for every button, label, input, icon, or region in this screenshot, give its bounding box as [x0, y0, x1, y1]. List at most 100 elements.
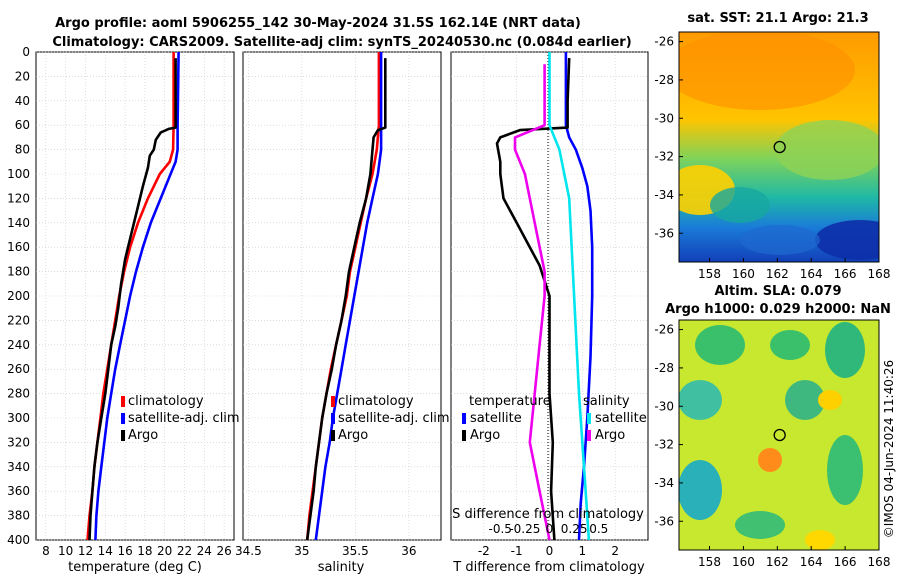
- latitude-tick-label: -28: [654, 73, 674, 87]
- legend-label-argo: Argo: [128, 428, 158, 443]
- series-line-salinity-satellite: [548, 52, 591, 541]
- sla-low-patch: [785, 380, 825, 420]
- depth-tick-label: 220: [7, 313, 30, 327]
- s-tick-label: 0: [546, 522, 554, 536]
- temperature-series: [86, 51, 180, 541]
- sst-cool-patch: [710, 187, 770, 223]
- x-tick-label: 16: [117, 544, 132, 558]
- latitude-tick-label: -28: [654, 361, 674, 375]
- sst-cold-patch: [740, 225, 820, 255]
- longitude-tick-label: 158: [698, 267, 721, 281]
- x-tick-label: 22: [177, 544, 192, 558]
- depth-tick-label: 380: [7, 509, 30, 523]
- salinity-panel: 34.5 35 35.5 36 salinity climatology satell…: [235, 51, 450, 575]
- x-tick-label: -1: [511, 544, 523, 558]
- x-tick-label: 18: [137, 544, 152, 558]
- legend-label-climatology: climatology: [128, 394, 204, 409]
- depth-tick-label: 0: [22, 45, 30, 59]
- x-tick-label: 24: [197, 544, 212, 558]
- legend-label-satellite: satellite-adj. clim: [338, 411, 450, 426]
- legend-swatch-temperature-argo: [462, 430, 466, 441]
- sst-map-frame: [678, 31, 880, 263]
- legend-title-salinity: salinity: [583, 394, 630, 409]
- imos-credit: ©IMOS 04-Jun-2024 11:40:26: [882, 360, 896, 538]
- legend-swatch-climatology: [331, 396, 335, 407]
- sla-low-patch: [827, 435, 863, 505]
- legend-label-salinity-satellite: satellite: [595, 411, 647, 426]
- x-tick-label: 36: [401, 544, 416, 558]
- longitude-tick-label: 162: [766, 267, 789, 281]
- depth-tick-label: 160: [7, 240, 30, 254]
- sst-mid-patch: [775, 120, 879, 180]
- sla-latitude-tick-labels: -26 -28 -30 -32 -34 -36: [654, 323, 683, 528]
- latitude-tick-label: -34: [654, 476, 674, 490]
- depth-tick-label: 360: [7, 484, 30, 498]
- sst-map-title: sat. SST: 21.1 Argo: 21.3: [687, 11, 868, 26]
- sla-low-patch: [770, 330, 810, 360]
- series-line-argo: [88, 58, 177, 541]
- depth-tick-label: 200: [7, 289, 30, 303]
- legend-swatch-satellite: [331, 413, 335, 424]
- depth-tick-label: 20: [15, 69, 30, 83]
- sst-warm-patch: [679, 32, 855, 110]
- x-tick-label: -2: [478, 544, 490, 558]
- salinity-legend: climatology satellite-adj. clim Argo: [331, 394, 450, 443]
- sla-low-patch: [825, 322, 865, 378]
- longitude-tick-label: 166: [834, 267, 857, 281]
- sst-latitude-tick-labels: -26 -28 -30 -32 -34 -36: [654, 35, 683, 240]
- temperature-xlabel: temperature (deg C): [68, 560, 202, 575]
- difference-series: [495, 52, 594, 541]
- s-tick-label: -0.25: [509, 522, 540, 536]
- legend-label-satellite: satellite-adj. clim: [128, 411, 240, 426]
- sst-map-panel: sat. SST: 21.1 Argo: 21.3 158 160 162 164 16…: [654, 11, 890, 281]
- salinity-xlabel: salinity: [318, 560, 365, 575]
- x-tick-label: 0: [546, 544, 554, 558]
- figure-title-line1: Argo profile: aoml 5906255_142 30-May-20…: [55, 16, 581, 31]
- sst-longitude-tick-labels: 158 160 162 164 166 168: [698, 258, 890, 281]
- longitude-tick-label: 164: [800, 555, 823, 569]
- series-line-temperature-argo: [495, 58, 571, 541]
- latitude-tick-label: -30: [654, 399, 674, 413]
- x-tick-label: 20: [157, 544, 172, 558]
- x-tick-label: 8: [42, 544, 50, 558]
- depth-tick-label: 300: [7, 411, 30, 425]
- temperature-legend: climatology satellite-adj. clim Argo: [121, 394, 240, 443]
- legend-swatch-temperature-satellite: [462, 413, 466, 424]
- latitude-tick-label: -32: [654, 438, 674, 452]
- legend-title-temperature: temperature: [469, 394, 551, 409]
- figure-title-line2: Climatology: CARS2009. Satellite-adj cli…: [52, 35, 631, 50]
- x-tick-label: 2: [611, 544, 619, 558]
- latitude-tick-label: -26: [654, 323, 674, 337]
- s-tick-label: 0.25: [561, 522, 588, 536]
- salinity-series: [305, 52, 387, 541]
- x-tick-label: 10: [58, 544, 73, 558]
- legend-swatch-satellite: [121, 413, 125, 424]
- sla-map-panel: Altim. SLA: 0.079 Argo h1000: 0.029 h200…: [654, 284, 890, 569]
- depth-tick-label: 140: [7, 216, 30, 230]
- sla-high-patch: [758, 448, 782, 472]
- x-tick-label: 26: [216, 544, 231, 558]
- longitude-tick-label: 168: [868, 267, 891, 281]
- depth-tick-label: 400: [7, 533, 30, 547]
- sst-map-image: [679, 32, 879, 262]
- latitude-tick-label: -36: [654, 226, 674, 240]
- latitude-tick-label: -26: [654, 35, 674, 49]
- depth-tick-label: 60: [15, 118, 30, 132]
- sla-low-patch: [735, 511, 785, 539]
- s-difference-xlabel: S difference from climatology: [452, 507, 644, 522]
- latitude-tick-label: -32: [654, 150, 674, 164]
- sla-map-title-line2: Argo h1000: 0.029 h2000: NaN: [665, 302, 891, 317]
- legend-label-salinity-argo: Argo: [595, 428, 625, 443]
- sla-longitude-tick-labels: 158 160 162 164 166 168: [698, 546, 890, 569]
- salinity-tick-labels: 34.5 35 35.5 36: [235, 544, 417, 558]
- longitude-tick-label: 168: [868, 555, 891, 569]
- depth-tick-label: 340: [7, 460, 30, 474]
- x-tick-label: 12: [78, 544, 93, 558]
- argo-position-marker: [773, 428, 786, 442]
- x-tick-label: 1: [579, 544, 587, 558]
- x-tick-label: 35: [294, 544, 309, 558]
- longitude-tick-label: 164: [800, 267, 823, 281]
- argo-position-marker: [773, 140, 786, 154]
- depth-tick-label: 260: [7, 362, 30, 376]
